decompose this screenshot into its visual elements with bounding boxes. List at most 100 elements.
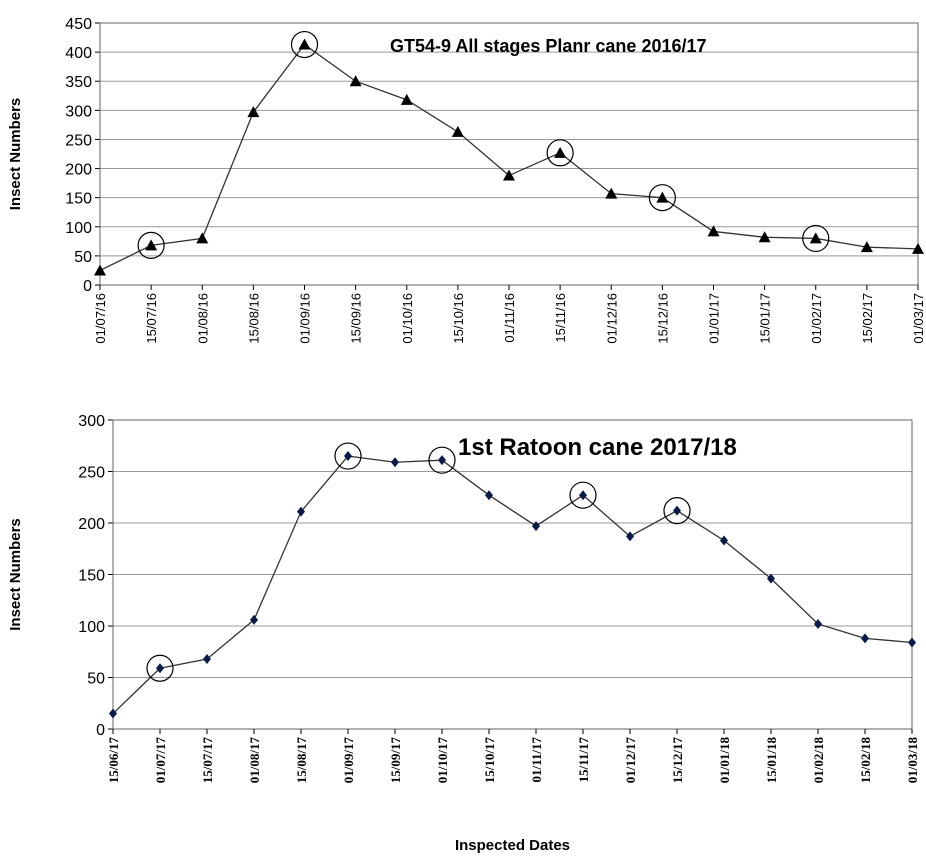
y-tick-label: 300	[78, 413, 105, 430]
x-axis-label: Inspected Dates	[455, 837, 570, 854]
x-tick-label: 15/06/17	[106, 737, 121, 784]
marker	[485, 490, 493, 501]
x-tick-label: 01/02/18	[811, 737, 826, 784]
highlight-circle	[290, 30, 319, 59]
x-tick-label: 15/12/17	[670, 737, 685, 784]
x-tick-label: 01/09/16	[298, 293, 313, 344]
chart-title: GT54-9 All stages Planr cane 2016/17	[390, 36, 707, 56]
y-axis-label: Insect Numbers	[7, 518, 24, 631]
highlight-circle	[334, 442, 362, 470]
y-tick-label: 0	[83, 278, 92, 295]
x-tick-label: 01/11/17	[529, 737, 544, 783]
x-tick-label: 01/03/18	[905, 737, 920, 784]
y-tick-label: 250	[65, 132, 92, 149]
highlight-circle	[137, 231, 165, 260]
x-tick-label: 15/02/17	[860, 293, 875, 344]
x-tick-label: 15/11/17	[576, 737, 591, 783]
x-tick-label: 01/03/17	[911, 293, 926, 344]
marker	[912, 242, 924, 254]
highlight-circle	[569, 481, 597, 509]
marker	[908, 637, 916, 648]
data-line	[99, 43, 919, 272]
marker	[451, 125, 464, 137]
highlight-circle	[546, 139, 574, 167]
x-tick-label: 01/10/16	[400, 293, 415, 344]
x-tick-label: 15/12/16	[655, 293, 670, 344]
x-tick-label: 01/12/16	[604, 293, 619, 344]
marker	[203, 653, 211, 664]
x-tick-label: 15/09/16	[349, 293, 364, 344]
x-tick-label: 01/08/16	[195, 293, 210, 344]
marker	[247, 106, 260, 118]
marker	[809, 232, 822, 244]
marker	[767, 573, 775, 584]
y-tick-label: 400	[65, 45, 92, 62]
marker	[758, 231, 771, 243]
y-tick-label: 150	[78, 568, 105, 585]
marker	[438, 455, 446, 466]
highlight-circle	[648, 184, 676, 212]
x-tick-label: 15/10/16	[451, 293, 466, 344]
marker	[861, 633, 869, 644]
y-tick-label: 300	[65, 103, 92, 120]
y-tick-label: 50	[74, 249, 92, 266]
x-tick-label: 01/01/17	[707, 293, 722, 344]
y-tick-label: 350	[65, 74, 92, 91]
x-tick-label: 01/07/17	[153, 737, 168, 784]
chart-title: 1st Ratoon cane 2017/18	[458, 434, 737, 461]
x-tick-label: 01/07/16	[93, 293, 108, 344]
y-tick-label: 100	[65, 220, 92, 237]
x-tick-label: 01/08/17	[247, 737, 262, 784]
y-tick-label: 150	[65, 191, 92, 208]
x-tick-label: 01/12/17	[623, 737, 638, 784]
x-tick-label: 15/07/17	[200, 737, 215, 784]
marker	[196, 232, 209, 244]
y-tick-label: 100	[78, 619, 105, 636]
marker	[156, 663, 164, 674]
marker	[145, 239, 158, 251]
plot-border	[99, 22, 919, 286]
highlight-circle	[428, 446, 456, 474]
marker	[298, 38, 311, 50]
marker	[673, 505, 681, 516]
x-tick-label: 15/10/17	[482, 737, 497, 784]
marker	[626, 531, 634, 542]
x-tick-label: 15/02/18	[858, 737, 873, 784]
marker	[349, 75, 362, 87]
x-tick-label: 01/01/18	[717, 737, 732, 784]
highlight-circle	[663, 497, 691, 525]
marker	[400, 93, 413, 105]
marker	[297, 506, 305, 517]
marker	[391, 457, 399, 468]
marker	[707, 225, 720, 237]
y-tick-label: 50	[87, 671, 105, 688]
x-tick-label: 15/08/17	[294, 737, 309, 784]
marker	[720, 535, 728, 546]
marker	[109, 708, 117, 719]
y-tick-label: 250	[78, 465, 105, 482]
x-tick-label: 01/09/17	[341, 737, 356, 784]
y-tick-label: 200	[65, 162, 92, 179]
data-line	[112, 455, 913, 715]
marker	[656, 191, 669, 203]
marker	[860, 241, 873, 253]
x-tick-label: 01/11/16	[502, 293, 517, 343]
x-tick-label: 15/07/16	[144, 293, 159, 344]
marker	[532, 521, 540, 532]
x-tick-label: 15/09/17	[388, 737, 403, 784]
y-tick-label: 450	[65, 16, 92, 33]
marker	[503, 169, 515, 181]
x-tick-label: 01/02/17	[809, 293, 824, 344]
marker	[250, 614, 258, 625]
y-tick-label: 0	[96, 722, 105, 739]
x-tick-label: 15/01/17	[758, 293, 773, 344]
x-tick-label: 15/01/18	[764, 737, 779, 784]
marker	[94, 264, 106, 276]
x-tick-label: 01/10/17	[435, 737, 450, 784]
y-tick-label: 200	[78, 516, 105, 533]
marker	[579, 490, 587, 501]
y-axis-label: Insect Numbers	[7, 98, 24, 211]
marker	[814, 618, 822, 629]
x-tick-label: 15/11/16	[553, 293, 568, 343]
